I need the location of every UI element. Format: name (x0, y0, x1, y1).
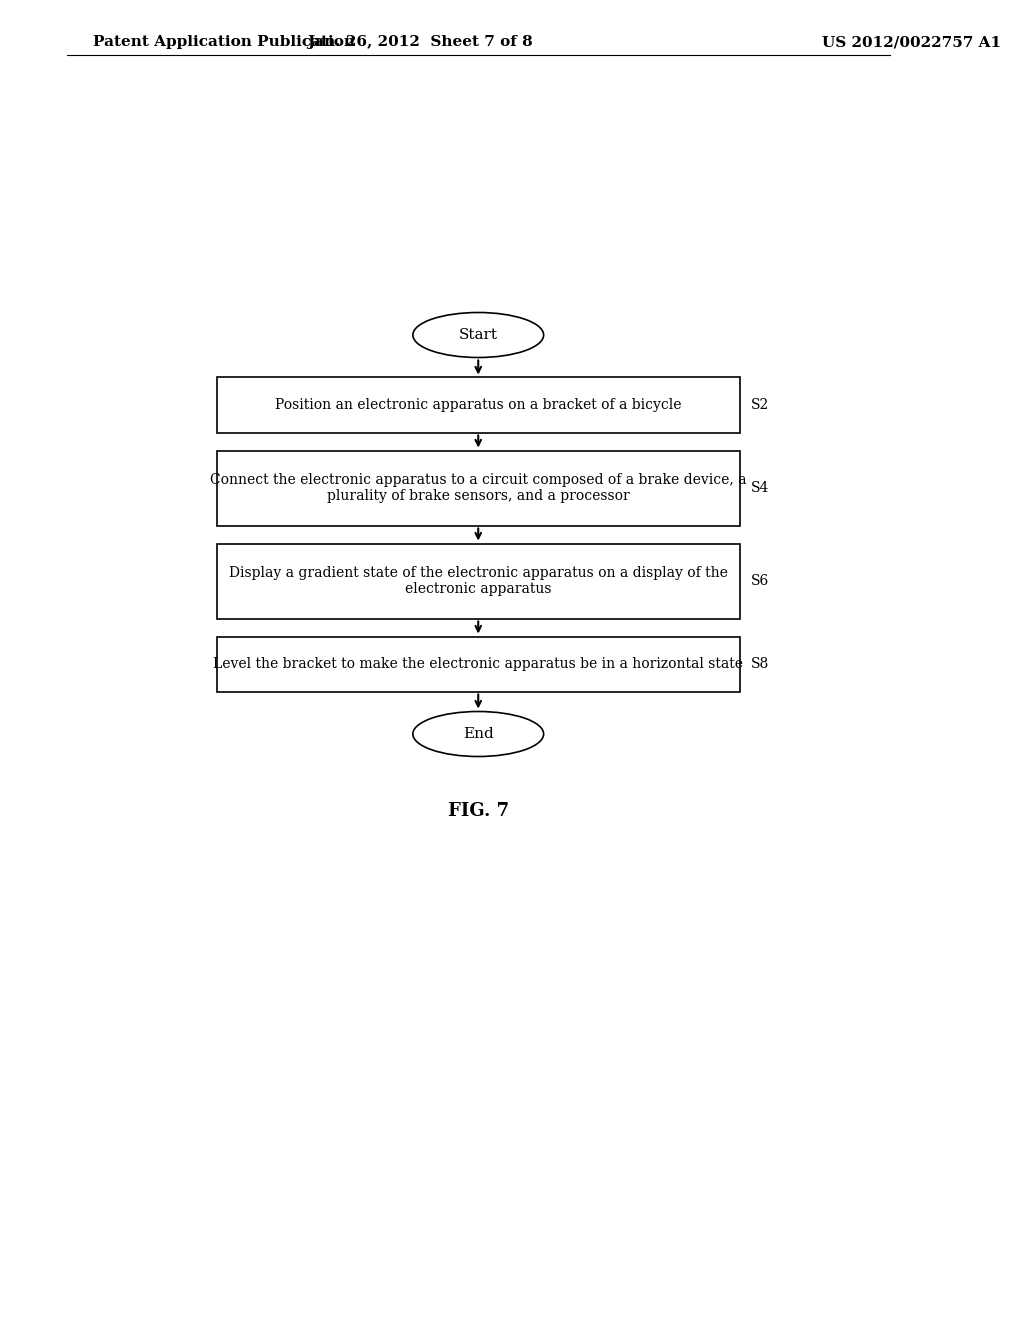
Ellipse shape (413, 711, 544, 756)
Ellipse shape (413, 313, 544, 358)
Text: Display a gradient state of the electronic apparatus on a display of the
electro: Display a gradient state of the electron… (228, 566, 728, 597)
Text: Patent Application Publication: Patent Application Publication (93, 36, 355, 49)
Text: End: End (463, 727, 494, 741)
Text: S2: S2 (751, 399, 769, 412)
Text: Jan. 26, 2012  Sheet 7 of 8: Jan. 26, 2012 Sheet 7 of 8 (307, 36, 534, 49)
Bar (217, 544, 739, 619)
Text: S6: S6 (751, 574, 769, 587)
Text: S4: S4 (751, 480, 769, 495)
Text: US 2012/0022757 A1: US 2012/0022757 A1 (822, 36, 1001, 49)
Text: Position an electronic apparatus on a bracket of a bicycle: Position an electronic apparatus on a br… (275, 399, 682, 412)
Bar (217, 636, 739, 692)
Text: Connect the electronic apparatus to a circuit composed of a brake device, a
plur: Connect the electronic apparatus to a ci… (210, 473, 746, 503)
Text: FIG. 7: FIG. 7 (447, 803, 509, 821)
Text: Level the bracket to make the electronic apparatus be in a horizontal state: Level the bracket to make the electronic… (213, 657, 743, 671)
Bar (217, 378, 739, 433)
Text: S8: S8 (751, 657, 769, 671)
Bar (217, 450, 739, 525)
Text: Start: Start (459, 327, 498, 342)
